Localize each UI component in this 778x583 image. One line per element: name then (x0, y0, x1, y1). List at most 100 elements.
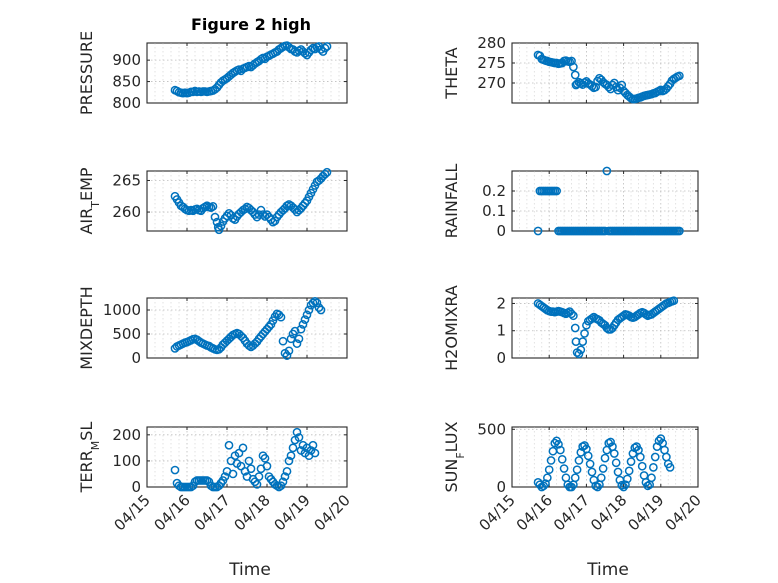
data-point (264, 322, 274, 332)
data-point (669, 296, 679, 306)
y-tick-label: 0.1 (482, 202, 506, 220)
data-point (320, 43, 330, 53)
data-point (294, 433, 304, 442)
data-point (567, 482, 576, 492)
data-point (244, 456, 254, 466)
data-point (312, 298, 322, 308)
x-axis-label: Time (586, 560, 629, 580)
subplot-grid: 800 850 900 PRESSURE 270 275 280 THETA 260 265 AIR… (77, 31, 705, 580)
y-tick-label: 850 (112, 73, 141, 91)
y-tick-label: 2 (496, 294, 506, 312)
y-tick-label: 500 (477, 420, 506, 438)
data-point (606, 437, 615, 447)
data-point (208, 202, 218, 211)
data-point (546, 456, 556, 465)
data-point (274, 310, 284, 320)
data-point (284, 346, 294, 356)
data-point (278, 336, 288, 346)
data-point (574, 349, 584, 359)
data-point (302, 310, 312, 320)
data-point (574, 456, 584, 465)
y-axis-label: AIRTEMP (77, 167, 102, 234)
data-point (617, 480, 627, 490)
y-axis-label: SUNFLUX (442, 421, 467, 492)
subplot-5: 0 500 1000 MIXDEPTH (77, 286, 348, 370)
data-point (598, 464, 608, 473)
data-series (533, 50, 684, 104)
y-tick-label: 270 (477, 74, 506, 92)
y-tick-label: 0 (496, 478, 506, 496)
data-series (170, 41, 332, 98)
data-series (170, 167, 332, 235)
y-tick-label: 0 (496, 222, 506, 240)
data-point (240, 204, 250, 214)
data-point (310, 448, 320, 458)
data-point (576, 345, 586, 355)
data-point (626, 457, 636, 466)
y-tick-label: 0 (496, 349, 506, 367)
y-axis-label: H2OMIXRA (442, 285, 461, 371)
data-point (587, 81, 597, 91)
data-point (552, 186, 561, 196)
data-point (260, 453, 270, 463)
data-series (170, 297, 326, 360)
data-point (578, 337, 588, 346)
data-point (294, 334, 304, 344)
y-tick-label: 0 (131, 478, 141, 496)
x-axis-label: Time (228, 560, 271, 580)
data-point (675, 226, 684, 236)
data-point (665, 463, 675, 472)
data-point (613, 467, 623, 477)
y-tick-label: 900 (112, 51, 141, 69)
data-point (322, 42, 332, 51)
data-point (570, 323, 580, 333)
data-point (246, 464, 256, 474)
data-point (569, 311, 578, 321)
subplot-4: 0 0.1 0.2 RAINFALL (442, 164, 699, 240)
y-axis-label: TERRMSL (77, 422, 102, 494)
data-point (322, 167, 332, 177)
data-series (533, 166, 684, 236)
data-point (170, 465, 180, 475)
data-point (567, 309, 576, 319)
data-series (533, 296, 679, 359)
data-point (544, 465, 554, 475)
data-point (542, 473, 552, 483)
data-point (589, 475, 599, 485)
data-point (585, 459, 595, 469)
data-point (593, 482, 602, 492)
data-point (635, 452, 645, 462)
axes-box (511, 170, 699, 232)
data-point (262, 461, 272, 471)
data-point (252, 480, 262, 489)
data-point (580, 329, 589, 338)
data-point (649, 463, 658, 472)
data-point (622, 474, 632, 484)
y-tick-label: 800 (112, 94, 141, 112)
data-point (569, 62, 578, 72)
data-point (533, 226, 543, 236)
data-point (596, 473, 606, 483)
data-point (304, 305, 314, 315)
data-point (220, 472, 230, 481)
axes-box (146, 426, 348, 488)
data-series (533, 434, 675, 492)
data-point (276, 312, 286, 322)
data-point (216, 221, 226, 231)
data-point (535, 480, 545, 490)
y-tick-label: 275 (477, 54, 506, 72)
y-tick-label: 100 (112, 452, 141, 470)
data-point (292, 427, 302, 437)
data-point (656, 434, 666, 443)
data-point (228, 469, 238, 479)
data-point (256, 205, 266, 215)
data-point (286, 334, 296, 344)
data-point (621, 480, 630, 490)
data-point (308, 298, 318, 308)
y-axis-label: MIXDEPTH (77, 286, 96, 369)
data-point (556, 445, 565, 455)
data-point (320, 169, 330, 179)
data-point (550, 438, 560, 448)
data-point (278, 477, 288, 487)
